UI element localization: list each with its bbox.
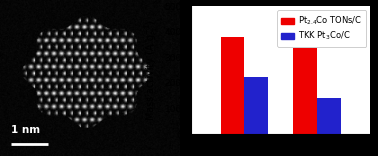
Text: 1 nm: 1 nm: [11, 125, 40, 135]
Y-axis label: Mass activity (A g$_{\rm Pt}^{-1}$): Mass activity (A g$_{\rm Pt}^{-1}$): [144, 19, 160, 121]
Bar: [317, 98, 341, 134]
Legend: Pt$_{2.4}$Co TONs/C, TKK Pt$_3$Co/C: Pt$_{2.4}$Co TONs/C, TKK Pt$_3$Co/C: [277, 10, 366, 47]
Bar: [245, 77, 268, 134]
Bar: [293, 49, 317, 134]
Bar: [221, 37, 245, 134]
